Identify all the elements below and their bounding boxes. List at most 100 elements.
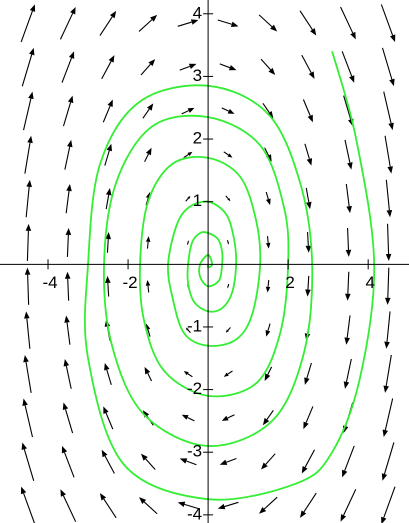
arrow [24, 135, 33, 174]
arrow-head [187, 195, 191, 200]
arrow-shaft [143, 501, 158, 515]
arrow-head [305, 245, 312, 253]
arrow-shaft [105, 194, 110, 210]
arrow-head [227, 108, 235, 114]
arrow-head [105, 232, 112, 240]
arrow-shaft [62, 495, 77, 522]
arrow-head [349, 75, 355, 83]
arrow-head [140, 453, 148, 461]
arrow-head [381, 516, 387, 523]
arrow-head [385, 253, 392, 261]
arrow [183, 151, 193, 159]
arrow-head [187, 240, 189, 243]
arrow [65, 183, 72, 214]
arrow-head [268, 67, 276, 75]
x-tick-label: 2 [285, 273, 294, 292]
arrow-shaft [26, 318, 31, 349]
arrow-head [64, 315, 70, 323]
y-tick-label: -2 [187, 379, 202, 398]
trajectory [83, 51, 376, 501]
arrow-head [190, 19, 199, 25]
arrow-head [386, 210, 393, 218]
arrow-shaft [223, 151, 229, 156]
arrow [104, 143, 112, 166]
arrow-shaft [299, 10, 313, 30]
arrow-shaft [226, 457, 237, 463]
arrow-shaft [140, 63, 151, 76]
arrow-head [382, 429, 389, 438]
arrow-head [99, 493, 107, 501]
arrow-shaft [265, 453, 276, 465]
arrow-head [227, 242, 229, 245]
arrow-head [221, 415, 229, 421]
arrow [64, 139, 73, 170]
arrow-head [347, 162, 353, 170]
arrow [259, 496, 278, 514]
arrow-head [144, 366, 151, 375]
arrow-shaft [187, 373, 193, 378]
arrow [301, 449, 316, 474]
arrow [345, 183, 352, 214]
arrow-shaft [303, 492, 317, 513]
arrow-head [187, 107, 195, 113]
arrow-shaft [66, 322, 71, 345]
arrow-shaft [227, 283, 230, 287]
arrow-shaft [106, 369, 112, 385]
arrow-shaft [267, 366, 273, 375]
arrow [138, 14, 158, 32]
arrow [385, 223, 392, 261]
arrow-shaft [387, 223, 390, 254]
arrow [20, 486, 35, 523]
arrow-shaft [262, 103, 270, 113]
arrow-head [177, 501, 186, 508]
arrow-shaft [267, 323, 271, 331]
arrow-shaft [106, 239, 109, 253]
arrow-head [223, 372, 229, 377]
arrow [185, 327, 191, 334]
arrow [305, 187, 312, 210]
arrow-shaft [23, 449, 35, 481]
arrow [177, 501, 199, 510]
arrow [340, 6, 356, 40]
arrow [265, 236, 271, 249]
arrow [145, 236, 151, 249]
arrow [145, 280, 151, 293]
arrow-shaft [225, 195, 229, 200]
arrow [144, 147, 152, 162]
arrow [227, 283, 230, 289]
arrow-shaft [383, 486, 396, 518]
arrow-head [305, 289, 311, 297]
arrow-head [381, 473, 388, 481]
arrow-head [109, 10, 117, 19]
arrow [144, 366, 153, 382]
arrow [61, 445, 75, 478]
arrow [217, 501, 239, 510]
arrow [344, 139, 353, 170]
arrow [105, 275, 111, 297]
arrow-shaft [346, 315, 351, 338]
arrow-head [340, 514, 347, 522]
arrow-head [107, 99, 113, 108]
arrow-shaft [267, 279, 270, 287]
arrow [385, 179, 393, 218]
arrow-head [261, 462, 268, 470]
arrow [262, 103, 274, 119]
arrow-shaft [26, 230, 29, 261]
arrow [181, 107, 195, 115]
arrow-head [60, 489, 66, 497]
x-tick-label: 4 [365, 273, 374, 292]
arrow [384, 311, 391, 349]
arrow [383, 91, 394, 131]
arrow [64, 271, 71, 301]
arrow-shaft [145, 458, 156, 470]
arrow-head [145, 147, 152, 156]
arrow [301, 54, 315, 79]
arrow-shaft [107, 282, 110, 297]
arrow [217, 19, 239, 27]
arrow-shaft [142, 108, 150, 119]
arrow-shaft [65, 365, 72, 389]
arrow-shaft [347, 271, 350, 294]
arrow-head [61, 445, 68, 454]
